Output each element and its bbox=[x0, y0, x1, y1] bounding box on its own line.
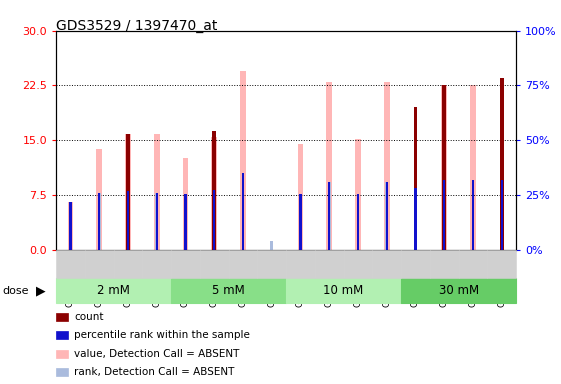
Bar bbox=[240, 71, 246, 250]
Bar bbox=[155, 193, 158, 250]
Text: count: count bbox=[74, 312, 104, 322]
Bar bbox=[443, 86, 446, 250]
Bar bbox=[297, 144, 304, 250]
Text: 2 mM: 2 mM bbox=[97, 285, 130, 297]
Bar bbox=[357, 194, 359, 250]
Bar bbox=[154, 134, 159, 250]
Bar bbox=[155, 193, 158, 250]
Bar bbox=[300, 194, 302, 250]
Bar bbox=[96, 149, 102, 250]
Bar bbox=[328, 182, 330, 250]
Bar bbox=[443, 180, 445, 250]
Bar bbox=[385, 182, 388, 250]
Bar bbox=[70, 202, 72, 250]
Bar bbox=[500, 180, 503, 250]
Bar bbox=[69, 202, 72, 250]
Bar bbox=[98, 193, 100, 250]
Bar bbox=[126, 134, 130, 250]
Text: GDS3529 / 1397470_at: GDS3529 / 1397470_at bbox=[56, 19, 218, 33]
Bar bbox=[384, 82, 389, 250]
Text: 10 mM: 10 mM bbox=[324, 285, 364, 297]
Bar bbox=[185, 194, 187, 250]
Bar bbox=[183, 159, 188, 250]
Bar bbox=[67, 202, 73, 250]
Text: dose: dose bbox=[3, 286, 29, 296]
Bar bbox=[270, 241, 273, 250]
Bar bbox=[414, 188, 417, 250]
Bar bbox=[127, 191, 129, 250]
Bar bbox=[211, 137, 217, 250]
Text: ▶: ▶ bbox=[36, 285, 46, 297]
Bar bbox=[125, 134, 131, 250]
Bar bbox=[242, 173, 244, 250]
Bar bbox=[98, 193, 100, 250]
Bar bbox=[213, 190, 215, 250]
Bar bbox=[299, 194, 302, 250]
Bar bbox=[242, 173, 245, 250]
Bar bbox=[443, 180, 445, 250]
Bar bbox=[385, 182, 388, 250]
Text: 30 mM: 30 mM bbox=[439, 285, 479, 297]
Bar bbox=[328, 182, 330, 250]
Text: 5 mM: 5 mM bbox=[212, 285, 245, 297]
Bar bbox=[470, 86, 476, 250]
Bar bbox=[357, 194, 360, 250]
Text: value, Detection Call = ABSENT: value, Detection Call = ABSENT bbox=[74, 349, 240, 359]
Text: percentile rank within the sample: percentile rank within the sample bbox=[74, 330, 250, 340]
Bar bbox=[213, 131, 216, 250]
Bar bbox=[355, 139, 361, 250]
Bar bbox=[327, 82, 332, 250]
Bar bbox=[415, 188, 417, 250]
Bar bbox=[213, 190, 215, 250]
Bar bbox=[472, 180, 474, 250]
Bar bbox=[472, 180, 475, 250]
Bar bbox=[184, 194, 187, 250]
Bar bbox=[500, 78, 504, 250]
Text: rank, Detection Call = ABSENT: rank, Detection Call = ABSENT bbox=[74, 367, 234, 377]
Bar bbox=[500, 180, 503, 250]
Bar bbox=[442, 86, 447, 250]
Bar bbox=[413, 108, 417, 250]
